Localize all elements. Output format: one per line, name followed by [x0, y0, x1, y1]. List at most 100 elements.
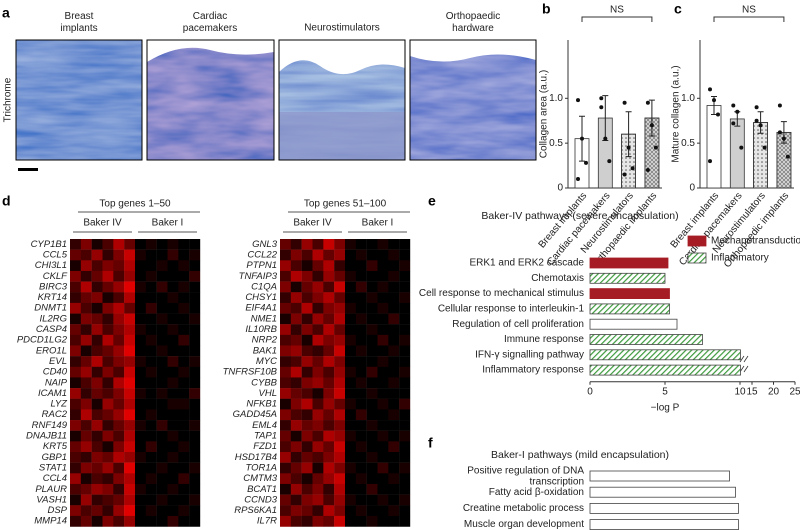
heatmap-cell: [399, 409, 411, 421]
heatmap-cell: [156, 249, 168, 261]
heatmap-cell: [145, 441, 157, 453]
chart-title: Baker-IV pathways (severe encapsulation): [481, 210, 678, 222]
heatmap-cell: [70, 302, 82, 314]
heatmap-cell: [124, 409, 136, 421]
heatmap-cell: [355, 473, 367, 485]
heatmap-cell: [301, 494, 313, 506]
heatmap-cell: [312, 356, 324, 367]
heatmap-cell: [312, 260, 324, 272]
heatmap-cell: [189, 302, 201, 314]
heatmap-title: Top genes 1–50: [99, 199, 171, 210]
heatmap-cell: [301, 398, 313, 410]
heatmap-cell: [70, 313, 82, 325]
histology-images: [15, 39, 537, 171]
gene-label: GADD45A: [233, 409, 277, 420]
gene-label: MMP14: [34, 516, 67, 527]
legend-swatch: [687, 252, 707, 264]
heatmap-cell: [124, 281, 136, 293]
heatmap-cell: [301, 452, 313, 463]
y-tick-label: 0: [557, 183, 563, 194]
heatmap-cell: [388, 377, 400, 389]
heatmap-cell: [80, 483, 92, 495]
heatmap-cell: [135, 420, 147, 431]
heatmap-cell: [388, 473, 400, 485]
heatmap-cell: [312, 313, 324, 325]
data-point: [735, 109, 740, 114]
data-point: [754, 118, 759, 123]
heatmap-cell: [156, 366, 168, 378]
heatmap-cell: [189, 345, 201, 357]
heatmap-cell: [124, 260, 136, 272]
data-point: [645, 168, 650, 173]
heatmap-cell: [124, 398, 136, 410]
category-label: Chemotaxis: [531, 273, 584, 284]
heatmap-cell: [113, 313, 125, 325]
significance-bracket: [713, 16, 785, 22]
heatmap-cell: [167, 302, 179, 314]
heatmap-cell: [290, 420, 302, 431]
heatmap-cell: [135, 462, 147, 474]
heatmap-cell: [70, 239, 82, 250]
heatmap-cell: [178, 452, 190, 463]
heatmap-cell: [145, 334, 157, 346]
heatmap-cell: [388, 366, 400, 378]
heatmap-cell: [189, 334, 201, 346]
heatmap-cell: [91, 324, 103, 336]
heatmap-cell: [301, 430, 313, 442]
heatmap-cell: [113, 334, 125, 346]
heatmap-cell: [135, 292, 147, 304]
heatmap-cell: [355, 420, 367, 431]
heatmap-cell: [113, 441, 125, 453]
heatmap-cell: [312, 515, 324, 527]
heatmap-cell: [280, 356, 292, 367]
heatmap-cell: [80, 356, 92, 367]
heatmap-cell: [70, 515, 82, 527]
heatmap-cell: [312, 473, 324, 485]
heatmap-cell: [113, 260, 125, 272]
heatmap-cell: [334, 302, 346, 314]
heatmap-cell: [91, 377, 103, 389]
heatmap-cell: [377, 366, 389, 378]
heatmap-cell: [102, 483, 114, 495]
gene-label: FZD1: [253, 441, 277, 452]
heatmap-cell: [145, 345, 157, 357]
heatmap-cell: [355, 494, 367, 506]
heatmap-cell: [167, 430, 179, 442]
gene-label: CCL4: [43, 473, 67, 484]
y-tick-label: 1.0: [681, 93, 695, 104]
heatmap-cell: [399, 260, 411, 272]
heatmap-cell: [70, 281, 82, 293]
heatmap-cell: [91, 462, 103, 474]
heatmap-cell: [301, 281, 313, 293]
heatmap-cell: [301, 334, 313, 346]
heatmap-cell: [156, 452, 168, 463]
heatmap-cell: [156, 515, 168, 527]
heatmap-cell: [113, 430, 125, 442]
heatmap-cell: [355, 430, 367, 442]
heatmap-cell: [156, 462, 168, 474]
heatmap-cell: [113, 420, 125, 431]
heatmap-cell: [102, 334, 114, 346]
heatmap-cell: [345, 452, 357, 463]
heatmap-cell: [145, 302, 157, 314]
data-point: [754, 105, 759, 110]
heatmap-cell: [323, 430, 335, 442]
heatmap-cell: [355, 356, 367, 367]
heatmap-cell: [124, 313, 136, 325]
heatmap-cell: [280, 420, 292, 431]
heatmap-cell: [312, 483, 324, 495]
heatmap-cell: [334, 281, 346, 293]
heatmap-cell: [377, 505, 389, 517]
heatmap-cell: [189, 409, 201, 421]
data-point: [603, 136, 608, 141]
heatmap-cell: [156, 505, 168, 517]
heatmap-cell: [323, 270, 335, 282]
heatmap-cell: [280, 398, 292, 410]
heatmap-cell: [135, 388, 147, 399]
heatmap-cell: [366, 430, 378, 442]
heatmap-cell: [334, 249, 346, 261]
heatmap-cell: [290, 398, 302, 410]
heatmap-cell: [70, 473, 82, 485]
heatmap-cell: [91, 334, 103, 346]
heatmap-cell: [345, 409, 357, 421]
